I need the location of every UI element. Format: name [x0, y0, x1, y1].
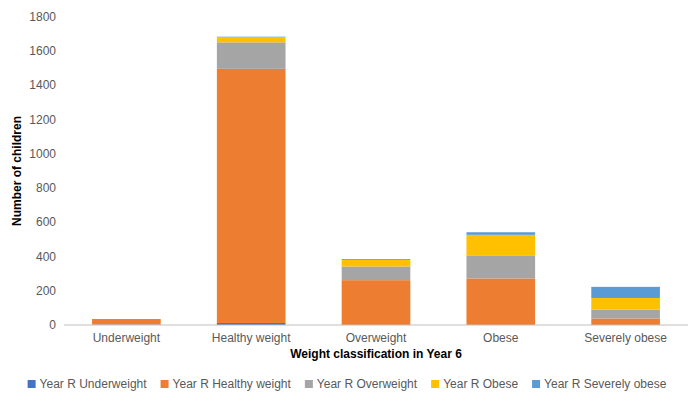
chart: 0 200 400 600 800 1000 1200 1400 1600 1800 Underwe…	[0, 0, 694, 404]
bars	[92, 37, 660, 325]
bar	[217, 36, 286, 38]
y-tick-label: 0	[49, 318, 56, 332]
x-axis-title: Weight classification in Year 6	[290, 347, 462, 361]
y-tick-label: 1200	[29, 113, 56, 127]
legend-swatch	[532, 380, 540, 388]
bar	[217, 69, 286, 323]
x-axis	[64, 325, 688, 326]
y-tick-label: 600	[36, 215, 56, 229]
legend-label: Year R Healthy weight	[173, 377, 292, 391]
y-tick-label: 200	[36, 284, 56, 298]
bar	[92, 319, 161, 320]
bar	[591, 298, 660, 310]
legend-label: Year R Overweight	[317, 377, 418, 391]
bar	[217, 42, 286, 69]
bar	[92, 319, 161, 325]
bar	[342, 260, 411, 267]
bar	[591, 310, 660, 319]
y-tick-label: 800	[36, 181, 56, 195]
x-tick-label: Healthy weight	[212, 331, 291, 345]
legend-swatch	[305, 380, 313, 388]
bar	[92, 319, 161, 320]
bar	[591, 287, 660, 298]
legend-label: Year R Obese	[443, 377, 518, 391]
bar	[342, 259, 411, 261]
legend-swatch	[28, 380, 36, 388]
bar	[466, 235, 535, 256]
legend-label: Year R Underweight	[40, 377, 148, 391]
bar	[342, 280, 411, 325]
legend: Year R Underweight Year R Healthy weight Y…	[28, 377, 667, 391]
bar	[591, 318, 660, 325]
x-tick-label: Obese	[483, 331, 519, 345]
legend-swatch	[431, 380, 439, 388]
bar	[217, 37, 286, 42]
y-tick-label: 400	[36, 250, 56, 264]
bar	[342, 266, 411, 280]
x-tick-label: Underweight	[93, 331, 161, 345]
legend-swatch	[161, 380, 169, 388]
x-tick-label: Severely obese	[584, 331, 667, 345]
y-tick-label: 1800	[29, 10, 56, 24]
bar	[466, 278, 535, 325]
y-tick-label: 1000	[29, 147, 56, 161]
legend-label: Year R Severely obese	[544, 377, 667, 391]
y-axis-title: Number of children	[10, 116, 24, 226]
bar	[466, 232, 535, 235]
y-tick-label: 1600	[29, 44, 56, 58]
bar	[466, 255, 535, 278]
y-tick-label: 1400	[29, 78, 56, 92]
x-tick-label: Overweight	[346, 331, 407, 345]
bar	[92, 319, 161, 320]
